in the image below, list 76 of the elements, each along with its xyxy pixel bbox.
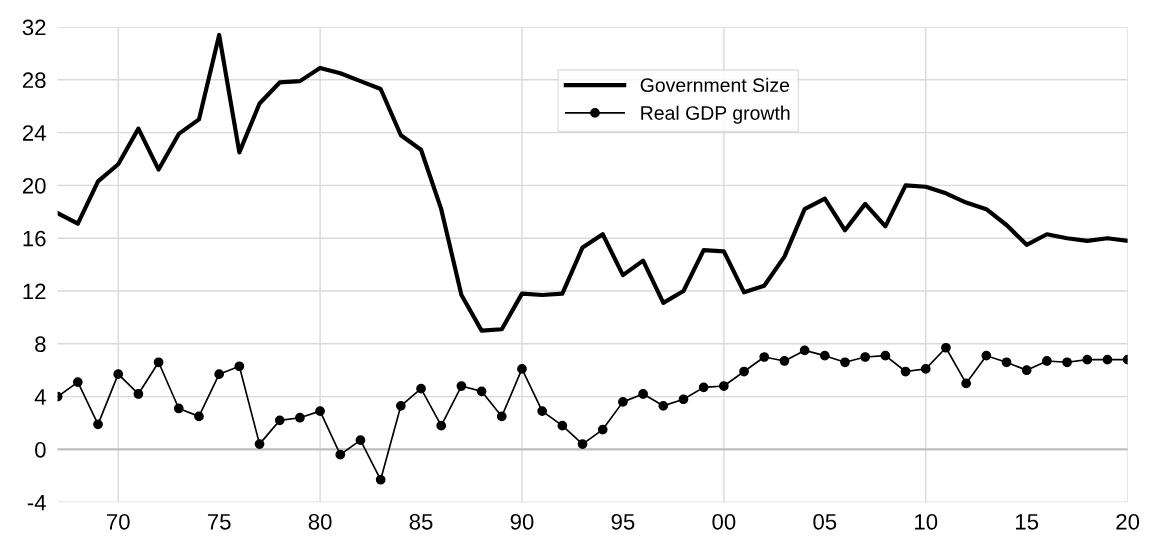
point xyxy=(355,435,366,446)
point xyxy=(597,424,608,435)
point xyxy=(739,366,749,377)
y-tick-label: 32 xyxy=(22,19,46,36)
y-tick-label: 4 xyxy=(34,389,46,405)
x-tick-label: 90 xyxy=(510,513,534,530)
y-tick-label: 12 xyxy=(23,283,46,300)
x-tick-label: 15 xyxy=(1016,514,1039,530)
y-tick-label: 16 xyxy=(23,230,46,247)
point xyxy=(961,378,971,389)
point xyxy=(436,420,447,431)
point xyxy=(72,377,83,387)
point xyxy=(1001,357,1012,368)
point xyxy=(577,439,588,449)
point xyxy=(194,411,204,422)
point xyxy=(759,352,770,362)
point xyxy=(1021,365,1032,376)
point xyxy=(214,369,225,380)
point xyxy=(173,403,184,414)
point xyxy=(315,406,325,416)
point xyxy=(981,350,992,361)
point xyxy=(840,357,850,368)
y-tick-label: 28 xyxy=(22,72,46,89)
legend-label: Government Size xyxy=(640,77,790,93)
x-tick-label: 20 xyxy=(1116,513,1140,530)
point xyxy=(860,352,871,362)
point xyxy=(416,383,426,394)
x-tick-label: 75 xyxy=(207,514,231,530)
x-tick-label: 80 xyxy=(308,513,332,530)
point xyxy=(234,361,245,372)
point xyxy=(133,389,144,399)
x-tick-label: 95 xyxy=(611,513,635,530)
line-series xyxy=(57,32,1128,333)
point xyxy=(1062,357,1072,368)
point xyxy=(880,350,891,361)
point xyxy=(295,412,305,423)
point xyxy=(920,364,931,374)
point xyxy=(638,389,648,399)
point xyxy=(537,406,548,416)
x-tick-label: 10 xyxy=(915,513,938,530)
point xyxy=(496,411,507,422)
y-tick-label: -4 xyxy=(27,494,46,511)
point xyxy=(93,419,103,430)
point xyxy=(618,397,628,407)
point xyxy=(375,474,386,485)
point xyxy=(698,382,709,393)
point xyxy=(456,381,467,391)
y-tick-label: 24 xyxy=(22,125,46,141)
point xyxy=(658,400,669,411)
point xyxy=(799,345,810,356)
point xyxy=(779,356,790,366)
point xyxy=(113,369,124,380)
point xyxy=(254,439,265,449)
x-tick-label: 85 xyxy=(409,513,433,530)
point xyxy=(395,400,406,411)
point xyxy=(557,420,568,431)
point xyxy=(1102,354,1113,365)
x-tick-label: 05 xyxy=(813,513,837,530)
x-tick-label: 70 xyxy=(107,513,130,530)
point xyxy=(941,342,951,353)
point xyxy=(335,449,346,460)
y-tick-label: 0 xyxy=(35,441,46,458)
point xyxy=(900,366,911,377)
point xyxy=(819,350,830,361)
point xyxy=(476,386,487,397)
point xyxy=(678,394,689,405)
point xyxy=(1042,356,1052,366)
point xyxy=(153,357,164,368)
point xyxy=(517,364,527,374)
point xyxy=(1082,354,1093,365)
y-tick-label: 8 xyxy=(35,336,46,353)
point xyxy=(719,381,729,391)
y-tick-label: 20 xyxy=(22,177,46,194)
point xyxy=(274,415,285,426)
legend-label: Real GDP growth xyxy=(641,105,790,124)
x-tick-label: 00 xyxy=(712,513,736,530)
